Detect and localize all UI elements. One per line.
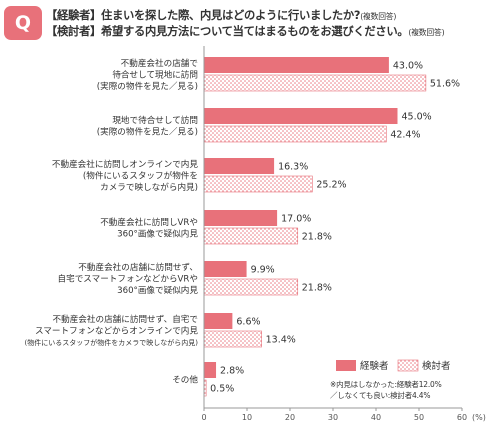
category-label: スマートフォンなどからオンラインで内見 <box>35 325 198 337</box>
x-tick-label: 30 <box>328 413 338 422</box>
category-label: 待合せして現地に訪問 <box>112 69 198 81</box>
legend-label-experienced: 経験者 <box>360 360 389 372</box>
question-text-experienced: 住まいを探した際、内見はどのように行いましたか? <box>101 9 361 22</box>
bar-experienced <box>204 57 389 73</box>
bar-experienced <box>204 210 278 226</box>
category-label: 自宅でスマートフォンなどからVRや <box>58 273 199 285</box>
question-badge: Q <box>4 6 42 40</box>
legend-swatch-considering <box>397 359 419 372</box>
question-text-considering: 希望する内見方法について当てはまるものをお選びください。 <box>101 25 409 38</box>
value-label-experienced: 6.6% <box>236 317 260 328</box>
bar-experienced <box>204 313 233 329</box>
category-label: 不動産会社の店舗に訪問せず、 <box>78 261 198 273</box>
bar-considering <box>203 175 313 193</box>
question-label-experienced: 【経験者】 <box>46 9 101 22</box>
legend-label-considering: 検討者 <box>422 360 451 372</box>
bar-considering <box>203 278 299 296</box>
bar-experienced <box>204 108 398 124</box>
category-label: (物件にいるスタッフが物件をカメラで映しながら内見) <box>25 338 199 347</box>
value-label-experienced: 45.0% <box>402 112 432 123</box>
category-label: 360°画像で疑似内見 <box>117 227 198 239</box>
category-label: 不動産会社の店舗に訪問せず、自宅で <box>53 313 199 325</box>
question-note-experienced: (複数回答) <box>360 12 397 21</box>
category-label: カメラで映しながら内見) <box>100 181 198 193</box>
legend-swatch-experienced <box>336 360 356 371</box>
value-label-considering: 51.6% <box>430 79 460 90</box>
bar-considering <box>203 227 299 245</box>
bar-considering <box>203 125 387 143</box>
bar-experienced <box>204 362 217 378</box>
category-label: (実際の物件を見た／見る) <box>97 125 198 137</box>
footnote-experienced: ※内見はしなかった:経験者12.0% <box>330 380 442 389</box>
question-note-considering: (複数回答) <box>408 28 445 37</box>
value-label-considering: 21.8% <box>302 232 332 243</box>
value-label-experienced: 17.0% <box>281 214 311 225</box>
question-line-experienced: 【経験者】住まいを探した際、内見はどのように行いましたか?(複数回答) <box>46 7 396 23</box>
value-label-experienced: 9.9% <box>251 265 275 276</box>
value-label-considering: 13.4% <box>266 335 296 346</box>
category-label: 現地で待合せして訪問 <box>112 114 198 126</box>
category-label: その他 <box>172 374 198 386</box>
x-tick-label: 0 <box>201 413 206 422</box>
x-tick-label: 60 <box>457 413 467 422</box>
bar-considering <box>203 74 427 92</box>
value-label-considering: 42.4% <box>390 130 420 141</box>
value-label-considering: 25.2% <box>316 180 346 191</box>
value-label-experienced: 16.3% <box>278 162 308 173</box>
question-line-considering: 【検討者】希望する内見方法について当てはまるものをお選びください。(複数回答) <box>46 23 445 39</box>
x-tick-label: 20 <box>285 413 295 422</box>
value-label-considering: 0.5% <box>210 384 234 395</box>
category-label: 360°画像で疑似内見 <box>117 284 198 296</box>
category-label: (物件にいるスタッフが物件を <box>83 170 198 182</box>
bar-experienced <box>204 158 275 174</box>
value-label-considering: 21.8% <box>302 283 332 294</box>
question-label-considering: 【検討者】 <box>46 25 101 38</box>
bar-experienced <box>204 261 247 277</box>
value-label-experienced: 2.8% <box>220 366 244 377</box>
bar-considering <box>203 330 262 348</box>
x-tick-label: 40 <box>371 413 381 422</box>
x-tick-label: 50 <box>414 413 424 422</box>
category-label: 不動産会社に訪問しVRや <box>100 216 198 228</box>
x-tick-label: 10 <box>242 413 252 422</box>
value-label-experienced: 43.0% <box>393 61 423 72</box>
category-label: 不動産会社の店舗で <box>121 57 198 69</box>
category-label: 不動産会社に訪問しオンラインで内見 <box>52 158 199 170</box>
x-axis-unit: (%) <box>472 413 486 422</box>
category-label: (実際の物件を見た／見る) <box>97 80 198 92</box>
question-badge-letter: Q <box>14 12 32 34</box>
footnote-considering: ／しなくても良い:検討者4.4% <box>330 391 431 400</box>
